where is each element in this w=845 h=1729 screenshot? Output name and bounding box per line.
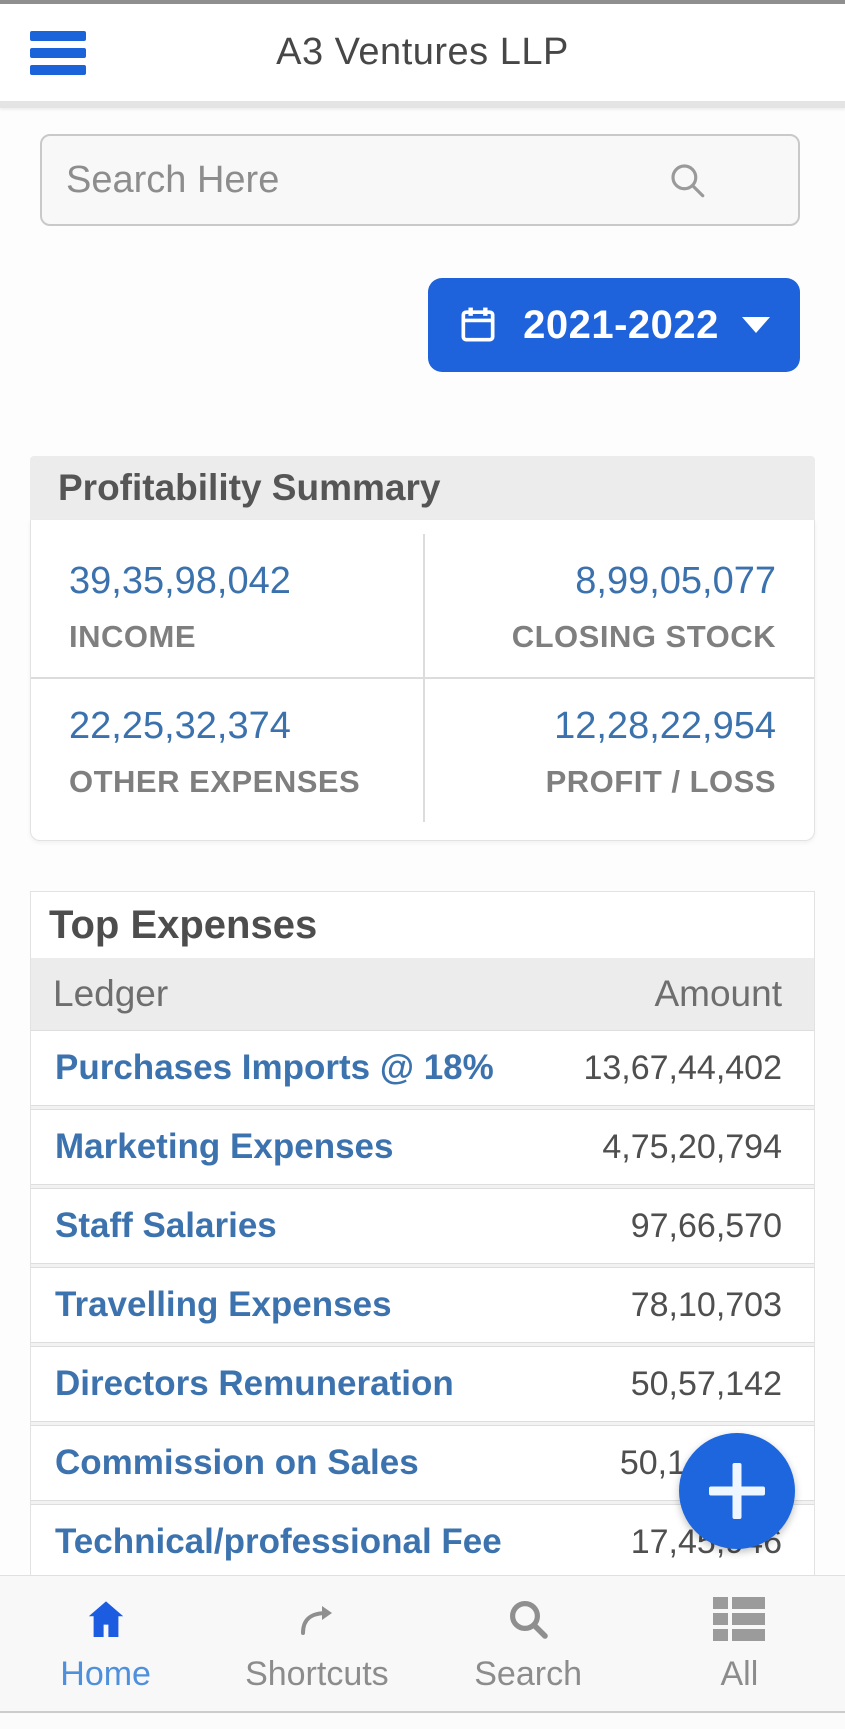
expenses-table-body: Purchases Imports @ 18% 13,67,44,402 Marke… [31,1030,814,1580]
ledger-amount: 97,66,570 [630,1206,782,1245]
nav-label-shortcuts: Shortcuts [245,1655,389,1693]
profitability-summary-header: Profitability Summary [30,456,815,520]
ledger-amount: 4,75,20,794 [602,1127,782,1166]
chevron-down-icon [741,317,770,333]
summary-cell-other-expenses[interactable]: 22,25,32,374 OTHER EXPENSES [31,677,423,822]
app-bar: A3 Ventures LLP [0,4,845,101]
summary-cell-closing-stock[interactable]: 8,99,05,077 CLOSING STOCK [422,534,815,677]
nav-label-search: Search [474,1655,582,1693]
nav-label-all: All [720,1655,759,1693]
profitability-summary-body: 39,35,98,042 INCOME 8,99,05,077 CLOSING … [30,520,815,841]
appbar-divider [0,101,845,108]
ledger-name[interactable]: Purchases Imports @ 18% [55,1048,494,1087]
ledger-name[interactable]: Staff Salaries [55,1206,277,1245]
other-expenses-value: 22,25,32,374 [69,705,291,747]
amount-column-header: Amount [654,973,782,1014]
all-icon [713,1593,766,1645]
fiscal-year-label: 2021-2022 [523,302,719,347]
closing-stock-value: 8,99,05,077 [575,560,776,602]
search-input[interactable] [40,134,800,226]
top-expenses-title: Top Expenses [49,902,318,947]
closing-stock-label: CLOSING STOCK [511,619,776,654]
ledger-name[interactable]: Commission on Sales [55,1443,419,1482]
top-expenses-header: Top Expenses [31,892,814,958]
fiscal-year-dropdown[interactable]: 2021-2022 [428,278,800,372]
nav-item-all[interactable]: All [634,1576,845,1711]
ledger-row[interactable]: Staff Salaries 97,66,570 [31,1188,814,1264]
nav-item-home[interactable]: Home [0,1576,211,1711]
nav-label-home: Home [60,1655,151,1693]
ledger-name[interactable]: Technical/professional Fee [55,1522,502,1561]
add-button[interactable] [679,1433,795,1549]
summary-cell-profit-loss[interactable]: 12,28,22,954 PROFIT / LOSS [422,677,814,822]
home-icon [80,1593,132,1645]
nav-item-shortcuts[interactable]: Shortcuts [211,1576,422,1711]
calendar-icon [461,307,495,342]
profitability-summary-title: Profitability Summary [58,467,441,508]
profit-loss-label: PROFIT / LOSS [545,764,776,799]
profit-loss-value: 12,28,22,954 [554,705,776,747]
ledger-amount: 78,10,703 [630,1285,782,1324]
ledger-amount: 13,67,44,402 [583,1048,782,1087]
ledger-row[interactable]: Purchases Imports @ 18% 13,67,44,402 [31,1030,814,1106]
ledger-name[interactable]: Travelling Expenses [55,1285,392,1324]
search-nav-icon [502,1593,554,1645]
ledger-row[interactable]: Marketing Expenses 4,75,20,794 [31,1109,814,1185]
fiscal-year-row: 2021-2022 [0,278,800,372]
ledger-row[interactable]: Directors Remuneration 50,57,142 [31,1346,814,1422]
ledger-column-header: Ledger [53,973,169,1014]
nav-item-search[interactable]: Search [423,1576,634,1711]
ledger-name[interactable]: Directors Remuneration [55,1364,454,1403]
plus-icon [709,1463,765,1519]
shortcuts-icon [291,1593,343,1645]
ledger-row[interactable]: Travelling Expenses 78,10,703 [31,1267,814,1343]
search-bar [40,134,800,226]
ledger-amount: 50,57,142 [630,1364,782,1403]
ledger-name[interactable]: Marketing Expenses [55,1127,394,1166]
ledger-amount: 50,1 [619,1443,686,1482]
other-expenses-label: OTHER EXPENSES [69,764,361,799]
income-value: 39,35,98,042 [69,560,291,602]
page-title: A3 Ventures LLP [276,31,569,73]
income-label: INCOME [69,619,196,654]
profitability-summary-card: Profitability Summary 39,35,98,042 INCOM… [30,456,815,841]
bottom-nav: Home Shortcuts Search [0,1575,845,1713]
status-bar-line [0,0,845,4]
summary-cell-income[interactable]: 39,35,98,042 INCOME [31,534,423,677]
hamburger-menu-icon[interactable] [30,30,86,75]
expenses-table-header: Ledger Amount [31,958,814,1030]
bottom-gutter [0,1713,845,1729]
